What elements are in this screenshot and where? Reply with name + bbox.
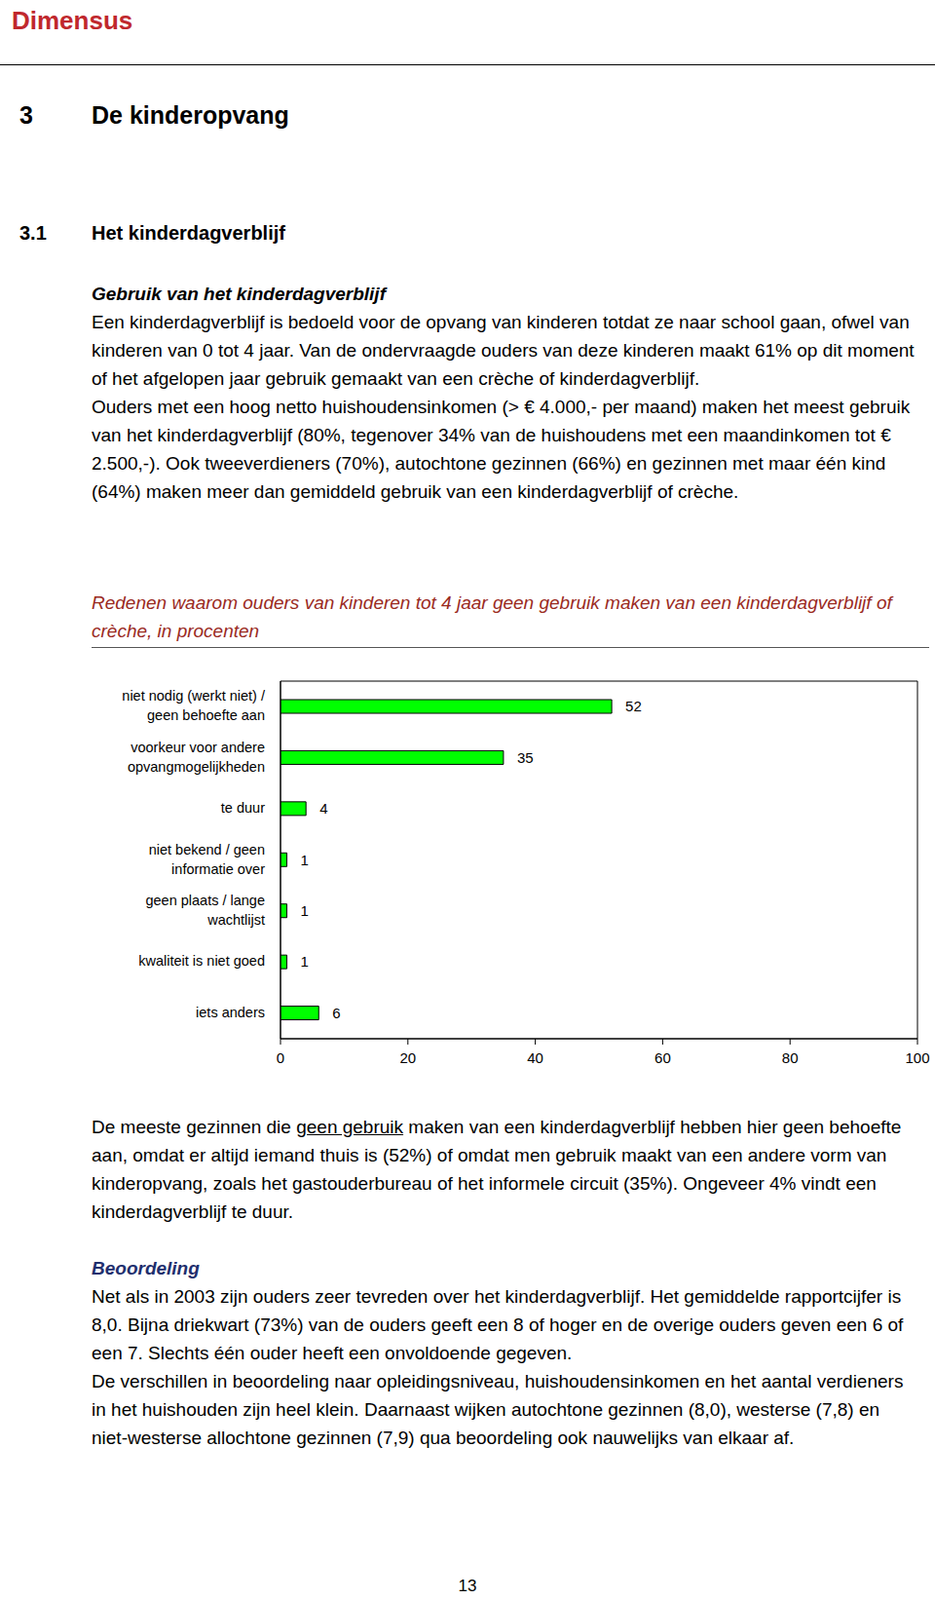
svg-text:geen plaats / langewachtlijst: geen plaats / langewachtlijst	[145, 892, 265, 928]
svg-text:35: 35	[517, 748, 534, 766]
svg-text:100: 100	[904, 1048, 928, 1066]
svg-text:te duur: te duur	[221, 799, 265, 816]
html-text:Redenen waarom ouders van kind: Redenen waarom ouders van kinderen tot 4…	[91, 592, 892, 641]
svg-text:52: 52	[625, 697, 642, 714]
html-text:De meeste gezinnen die geen ge: De meeste gezinnen die geen gebruik make…	[91, 1116, 902, 1222]
html-text:Beoordeling: Beoordeling	[91, 1257, 200, 1278]
svg-text:voorkeur voor andereopvangmoge: voorkeur voor andereopvangmogelijkheden	[127, 738, 265, 774]
svg-text:20: 20	[399, 1048, 416, 1066]
svg-text:kwaliteit is niet goed: kwaliteit is niet goed	[138, 952, 265, 969]
svg-text:4: 4	[319, 799, 328, 817]
svg-text:80: 80	[782, 1048, 799, 1066]
html-text:De verschillen in beoordeling: De verschillen in beoordeling naar oplei…	[91, 1370, 904, 1448]
html-text:3: 3	[19, 101, 34, 129]
svg-text:1: 1	[300, 952, 309, 970]
svg-text:1: 1	[300, 851, 309, 868]
svg-text:1: 1	[300, 901, 309, 919]
html-text:Ouders met een hoog netto huis: Ouders met een hoog netto huishoudensink…	[91, 396, 910, 502]
svg-text:niet nodig (werkt niet) /geen: niet nodig (werkt niet) /geen behoefte a…	[121, 687, 266, 723]
svg-text:60: 60	[654, 1048, 672, 1066]
html-text:13: 13	[458, 1575, 477, 1595]
html-text:De kinderopvang: De kinderopvang	[91, 101, 290, 129]
html-text:Het kinderdagverblijf: Het kinderdagverblijf	[91, 222, 286, 244]
html-text:Net als in 2003 zijn ouders ze: Net als in 2003 zijn ouders zeer tevrede…	[91, 1285, 904, 1363]
html-text:Een kinderdagverblijf is bedoe: Een kinderdagverblijf is bedoeld voor de…	[91, 311, 915, 389]
html-text:3.1: 3.1	[19, 222, 47, 244]
html-text:Dimensus: Dimensus	[11, 5, 133, 36]
svg-text:iets anders: iets anders	[195, 1004, 265, 1020]
svg-text:niet bekend / geeninformatie o: niet bekend / geeninformatie over	[149, 840, 265, 876]
svg-text:6: 6	[332, 1004, 340, 1021]
svg-text:40: 40	[526, 1048, 544, 1066]
svg-text:0: 0	[276, 1048, 285, 1066]
html-text:Gebruik van het kinderdagverbl: Gebruik van het kinderdagverblijf	[91, 283, 386, 304]
